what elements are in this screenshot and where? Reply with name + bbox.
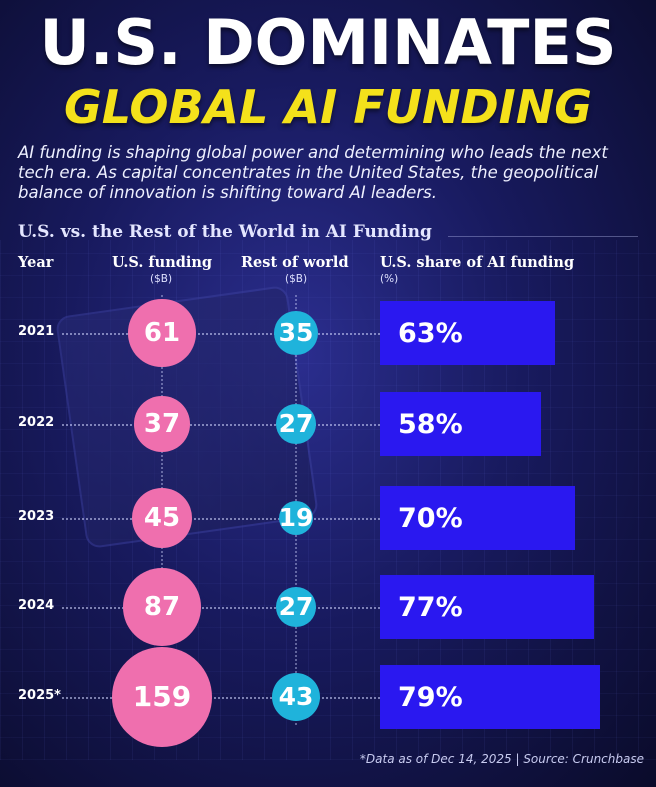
rest-of-world-bubble: 35 <box>273 310 319 356</box>
title-line-1: U.S. DOMINATES <box>39 6 617 79</box>
us-share-bar: 63% <box>380 301 556 365</box>
rest-of-world-bubble: 27 <box>276 587 316 627</box>
row-guide <box>62 424 380 426</box>
chart-title: U.S. vs. the Rest of the World in AI Fun… <box>18 222 432 242</box>
column-header-us-share: U.S. share of AI funding <box>380 254 575 271</box>
year-label: 2022 <box>18 415 55 430</box>
rest-of-world-bubble: 27 <box>276 404 316 444</box>
row-guide <box>62 607 380 609</box>
column-unit-rest-of-world: ($B) <box>285 273 308 285</box>
column-header-rest-of-world: Rest of world <box>241 254 349 271</box>
rest-of-world-bubble: 19 <box>279 500 313 536</box>
us-share-label: 79% <box>398 681 463 713</box>
us-funding-bubble: 45 <box>132 488 192 548</box>
title-line-2: GLOBAL AI FUNDING <box>63 80 593 134</box>
column-unit-us-funding: ($B) <box>150 273 173 285</box>
us-share-bar: 70% <box>380 486 575 550</box>
footnote: *Data as of Dec 14, 2025 | Source: Crunc… <box>359 752 644 766</box>
chart-title-rule <box>448 236 638 237</box>
year-label: 2021 <box>18 324 55 339</box>
us-share-label: 63% <box>398 317 463 349</box>
us-share-label: 58% <box>398 408 463 440</box>
us-share-label: 77% <box>398 591 463 623</box>
us-funding-bubble: 159 <box>112 647 212 747</box>
us-funding-bubble: 87 <box>123 568 201 646</box>
row-guide <box>62 333 380 335</box>
year-label: 2023 <box>18 509 55 524</box>
us-share-bar: 77% <box>380 575 595 639</box>
us-funding-bubble: 61 <box>128 299 196 367</box>
us-funding-bubble: 37 <box>134 396 190 452</box>
row-guide <box>62 518 380 520</box>
us-share-bar: 58% <box>380 392 542 456</box>
column-header-year: Year <box>18 254 54 271</box>
row-guide <box>62 697 380 699</box>
year-label: 2024 <box>18 598 55 613</box>
us-share-bar: 79% <box>380 665 600 729</box>
us-share-label: 70% <box>398 502 463 534</box>
year-label: 2025* <box>18 688 61 703</box>
column-unit-us-share: (%) <box>380 273 399 285</box>
column-header-us-funding: U.S. funding <box>112 254 213 271</box>
subtitle: AI funding is shaping global power and d… <box>18 143 608 202</box>
rest-of-world-bubble: 43 <box>271 672 320 721</box>
